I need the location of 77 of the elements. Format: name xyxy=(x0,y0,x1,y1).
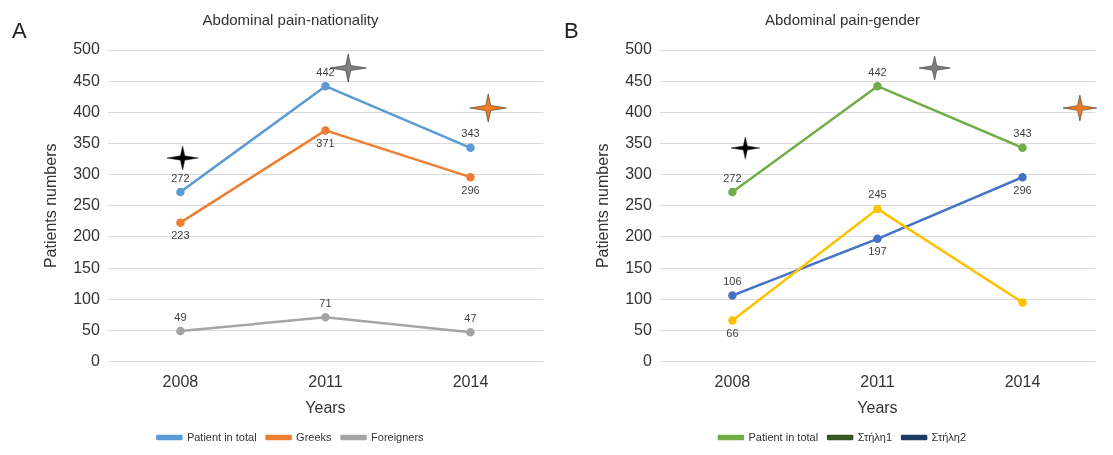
legend-label: Foreigners xyxy=(371,430,425,443)
point xyxy=(728,187,737,197)
x-tick-label: 2014 xyxy=(452,372,489,390)
text: B xyxy=(564,18,579,44)
y-tick-label: 200 xyxy=(625,227,652,245)
y-tick-label: 100 xyxy=(625,289,652,307)
y-tick-label: 250 xyxy=(625,196,652,214)
legend-label: Patient in total xyxy=(186,430,257,443)
chart-title: Abdominal pain-gender xyxy=(764,11,921,29)
x-tick-label: 2011 xyxy=(308,372,343,390)
data-label: 49 xyxy=(174,310,187,323)
data-label: 245 xyxy=(868,188,887,201)
y-tick-label: 450 xyxy=(73,71,100,89)
x-tick-label: 2008 xyxy=(714,372,751,390)
point xyxy=(176,187,185,197)
point xyxy=(466,328,475,337)
y-tick-label: 50 xyxy=(82,320,100,338)
y-tick-label: 400 xyxy=(73,102,100,120)
y-tick-label: 250 xyxy=(73,196,100,214)
data-label: 223 xyxy=(171,229,190,242)
point xyxy=(176,218,185,227)
y-tick-label: 400 xyxy=(625,102,652,120)
y-tick-label: 100 xyxy=(73,289,100,307)
y-tick-label: 150 xyxy=(625,258,652,276)
legend-label: Στήλη2 xyxy=(931,430,967,443)
data-label: 47 xyxy=(464,311,477,324)
point xyxy=(466,143,475,153)
point xyxy=(321,313,330,322)
data-label: 371 xyxy=(316,136,335,149)
point xyxy=(1018,298,1027,307)
x-axis-title: Years xyxy=(305,398,346,416)
y-tick-label: 500 xyxy=(625,40,652,58)
data-label: 442 xyxy=(316,65,335,78)
point xyxy=(873,204,882,214)
point xyxy=(728,316,737,325)
y-tick-label: 300 xyxy=(73,165,100,183)
data-label: 71 xyxy=(319,296,332,309)
point xyxy=(321,126,330,135)
data-label: 442 xyxy=(868,65,887,78)
point xyxy=(321,81,330,91)
data-label: 197 xyxy=(868,245,887,258)
data-label: 343 xyxy=(1013,127,1032,140)
point xyxy=(873,234,882,244)
point xyxy=(176,326,185,336)
y-tick-label: 0 xyxy=(90,352,100,370)
y-tick-label: 0 xyxy=(642,352,652,370)
data-label: 272 xyxy=(723,171,742,184)
x-tick-label: 2014 xyxy=(1004,372,1041,390)
data-label: 296 xyxy=(461,183,480,196)
chart-title: Abdominal pain-nationality xyxy=(202,11,379,29)
point xyxy=(1018,143,1027,153)
text: A xyxy=(12,18,27,44)
data-label: 272 xyxy=(171,171,190,184)
legend-label: Στήλη1 xyxy=(857,430,893,443)
y-tick-label: 200 xyxy=(73,227,100,245)
y-tick-label: 300 xyxy=(625,165,652,183)
data-label: 296 xyxy=(1013,183,1032,196)
legend-label: Greeks xyxy=(296,430,333,443)
y-axis-title: Patients numbers xyxy=(42,143,60,269)
y-tick-label: 350 xyxy=(625,133,652,151)
point xyxy=(1018,172,1027,182)
y-axis-title: Patients numbers xyxy=(594,143,612,269)
legend-label: Patient in total xyxy=(748,430,819,443)
point xyxy=(466,172,475,182)
x-axis-title: Years xyxy=(857,398,898,416)
y-tick-label: 50 xyxy=(634,320,652,338)
point xyxy=(728,291,737,300)
x-tick-label: 2008 xyxy=(162,372,199,390)
point xyxy=(873,81,882,91)
y-tick-label: 450 xyxy=(625,71,652,89)
x-tick-label: 2011 xyxy=(860,372,895,390)
data-label: 106 xyxy=(723,275,742,288)
y-tick-label: 500 xyxy=(73,40,100,58)
y-tick-label: 150 xyxy=(73,258,100,276)
data-label: 66 xyxy=(726,327,739,339)
data-label: 343 xyxy=(461,127,480,140)
y-tick-label: 350 xyxy=(73,133,100,151)
